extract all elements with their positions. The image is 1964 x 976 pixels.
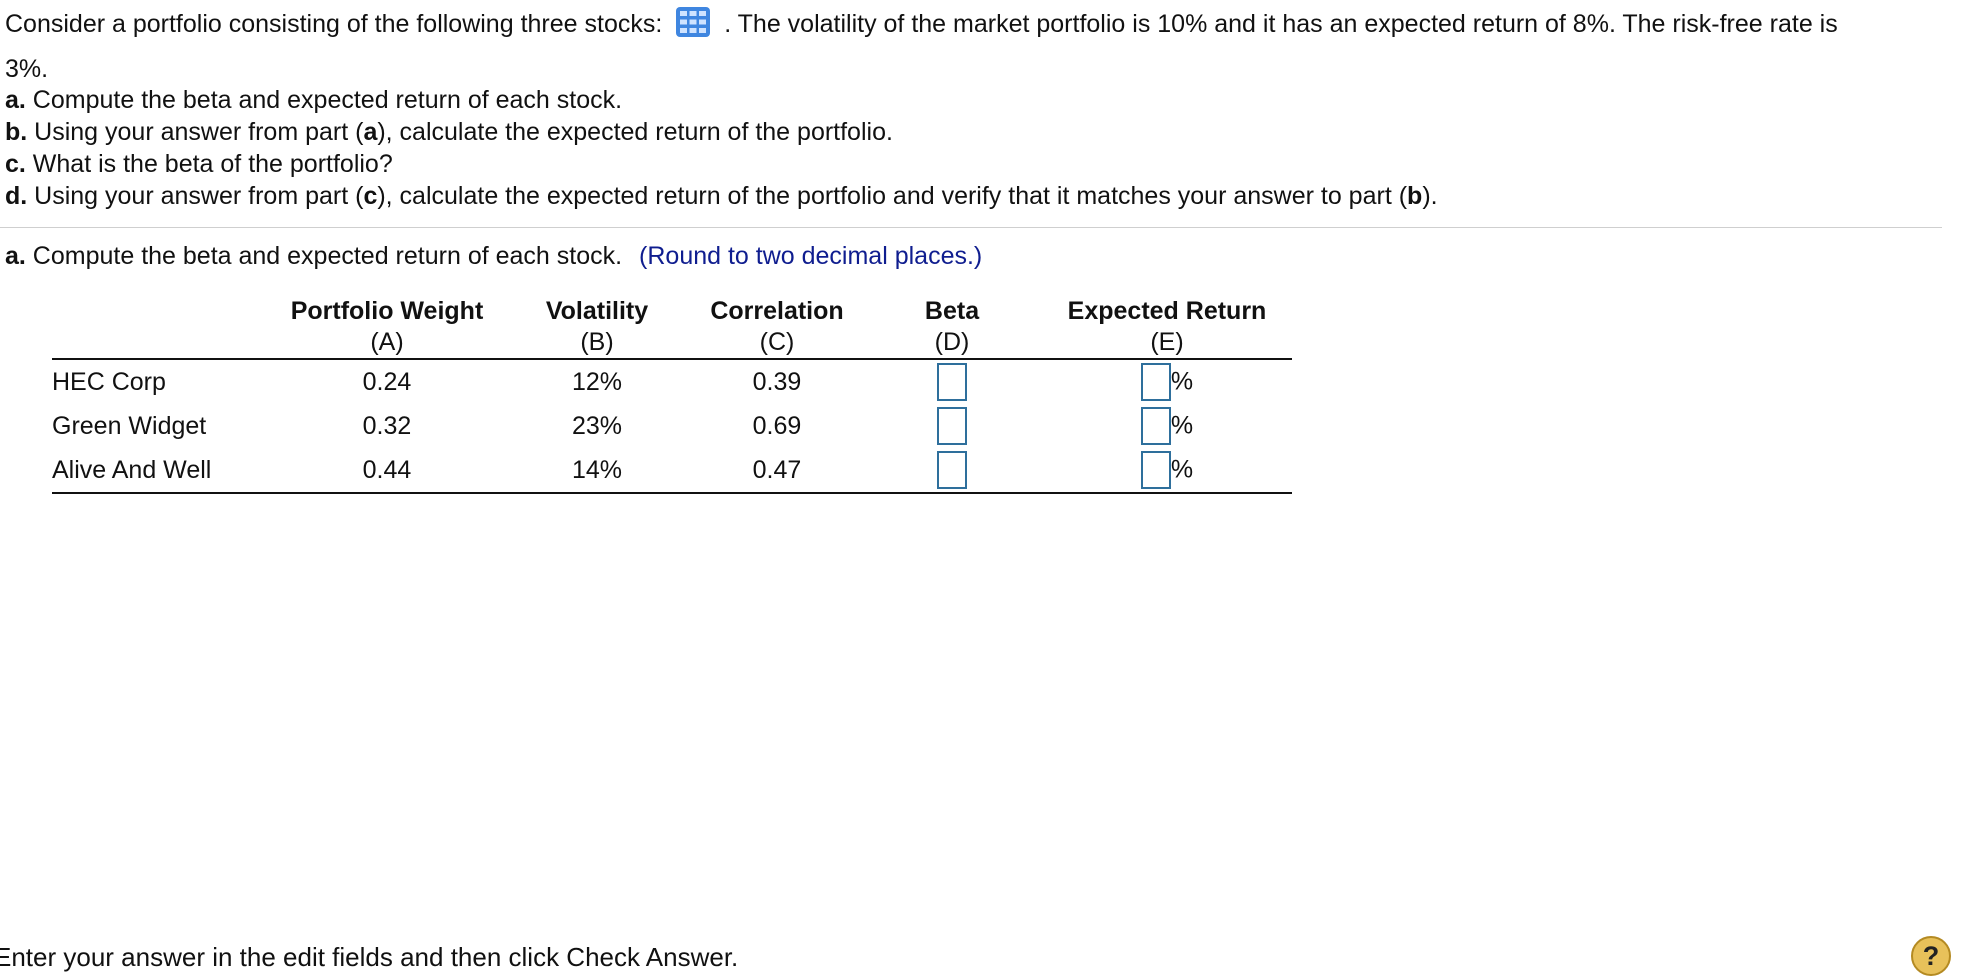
part-text: ), calculate the expected return of the … xyxy=(377,182,1408,210)
part-letter: c. xyxy=(5,150,26,178)
instruction-footer: Enter your answer in the edit fields and… xyxy=(0,942,739,972)
subheader-c: (C) xyxy=(692,326,862,360)
beta-input[interactable] xyxy=(937,407,967,445)
question-text: Compute the beta and expected return of … xyxy=(25,242,623,270)
rounding-hint: (Round to two decimal places.) xyxy=(639,242,983,270)
expected-return-input[interactable] xyxy=(1140,407,1171,445)
beta-cell xyxy=(862,448,1042,494)
part-ref: a xyxy=(363,118,378,146)
part-letter: a. xyxy=(5,86,26,114)
expected-return-cell: % xyxy=(1042,359,1292,404)
header-volatility: Volatility xyxy=(545,297,649,325)
weight-cell: 0.32 xyxy=(362,411,412,440)
part-letter: d. xyxy=(5,182,28,210)
table-row: Green Widget 0.32 23% 0.69 % xyxy=(52,404,1292,448)
question-letter: a. xyxy=(5,242,26,270)
weight-cell: 0.44 xyxy=(272,448,502,494)
expected-return-input[interactable] xyxy=(1140,363,1171,401)
correlation-cell: 0.47 xyxy=(692,448,862,494)
header-weight: Portfolio Weight xyxy=(290,297,484,325)
weight-cell: 0.24 xyxy=(362,367,412,396)
beta-input[interactable] xyxy=(937,451,967,489)
correlation-cell: 0.39 xyxy=(752,367,802,396)
part-text: ). xyxy=(1422,182,1438,210)
part-b: b. Using your answer from part (a), calc… xyxy=(5,117,893,147)
part-d: d. Using your answer from part (c), calc… xyxy=(5,181,1438,211)
question-prompt: a. Compute the beta and expected return … xyxy=(5,241,982,271)
volatility-cell: 12% xyxy=(571,367,623,396)
expected-return-cell: % xyxy=(1042,448,1292,494)
part-text: ), calculate the expected return of the … xyxy=(377,118,893,146)
stock-table: Portfolio Weight Volatility Correlation … xyxy=(52,296,1292,494)
subheader-e: (E) xyxy=(1042,326,1292,360)
table-row: Alive And Well 0.44 14% 0.47 % xyxy=(52,448,1292,494)
subheader-b: (B) xyxy=(502,326,692,360)
part-c: c. What is the beta of the portfolio? xyxy=(5,149,393,179)
percent-unit: % xyxy=(1170,455,1194,484)
subheader-a: (A) xyxy=(272,326,502,360)
subheader-row: (A) (B) (C) (D) (E) xyxy=(52,326,1292,360)
correlation-cell: 0.69 xyxy=(752,411,802,440)
header-beta: Beta xyxy=(924,297,980,325)
part-ref: c xyxy=(363,182,378,210)
part-a: a. Compute the beta and expected return … xyxy=(5,85,622,115)
part-ref: b xyxy=(1407,182,1423,210)
part-text: Compute the beta and expected return of … xyxy=(25,86,623,114)
volatility-cell: 23% xyxy=(571,411,623,440)
subheader-d: (D) xyxy=(862,326,1042,360)
beta-input[interactable] xyxy=(937,363,967,401)
header-expected-return: Expected Return xyxy=(1067,297,1267,325)
intro-text: Consider a portfolio consisting of the f… xyxy=(5,10,663,38)
intro-wrap: 3%. xyxy=(5,55,49,83)
part-text: Using your answer from part ( xyxy=(27,182,364,210)
stock-name: HEC Corp xyxy=(52,367,166,396)
part-letter: b. xyxy=(5,118,28,146)
section-divider xyxy=(0,227,1942,228)
problem-statement: Consider a portfolio consisting of the f… xyxy=(5,6,1838,39)
expected-return-cell: % xyxy=(1042,404,1292,448)
stock-name: Alive And Well xyxy=(52,448,272,494)
table-row: HEC Corp 0.24 12% 0.39 % xyxy=(52,359,1292,404)
part-text: Using your answer from part ( xyxy=(27,118,364,146)
percent-unit: % xyxy=(1170,411,1194,440)
part-text: What is the beta of the portfolio? xyxy=(25,150,393,178)
volatility-cell: 14% xyxy=(502,448,692,494)
header-row: Portfolio Weight Volatility Correlation … xyxy=(52,296,1292,326)
intro-text-cont: . The volatility of the market portfolio… xyxy=(724,10,1838,38)
expected-return-input[interactable] xyxy=(1140,451,1171,489)
beta-cell xyxy=(862,404,1042,448)
beta-cell xyxy=(862,359,1042,404)
stock-name: Green Widget xyxy=(52,411,207,440)
header-correlation: Correlation xyxy=(710,297,844,325)
help-button[interactable]: ? xyxy=(1911,936,1951,976)
data-table-icon[interactable] xyxy=(675,6,711,38)
percent-unit: % xyxy=(1170,367,1194,396)
